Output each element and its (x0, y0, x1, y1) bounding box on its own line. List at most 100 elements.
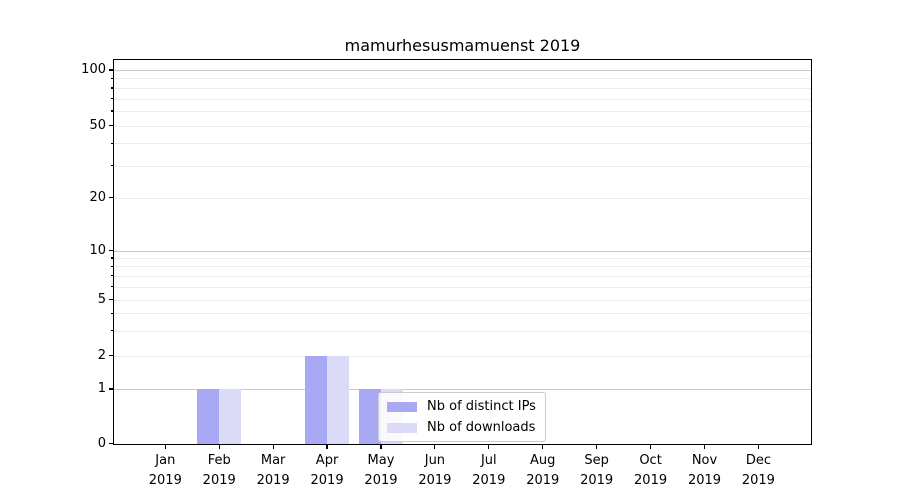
gridline-minor-y4 (114, 313, 811, 315)
y-minor-tickmark-30 (110, 165, 113, 167)
x-tick-label-aug-2019: Aug 2019 (511, 451, 575, 491)
x-tick-label-dec-2019: Dec 2019 (726, 451, 790, 491)
x-tickmark-feb-2019 (218, 445, 220, 449)
gridline-y5 (114, 299, 811, 301)
x-label-year: 2019 (310, 473, 344, 488)
x-tick-label-may-2019: May 2019 (349, 451, 413, 491)
x-tickmark-jan-2019 (164, 445, 166, 449)
gridline-minor-y40 (114, 143, 811, 145)
gridline-y1 (114, 389, 811, 390)
x-tick-label-sep-2019: Sep 2019 (565, 451, 629, 491)
x-tickmark-may-2019 (380, 445, 382, 449)
x-label-month: Dec (745, 453, 771, 468)
y-tickmark-0 (109, 442, 113, 445)
y-minor-tickmark-80 (110, 87, 113, 89)
x-tickmark-oct-2019 (649, 445, 652, 449)
y-tick-label-1: 1 (97, 381, 106, 396)
x-tick-label-jun-2019: Jun 2019 (403, 451, 467, 491)
x-label-year: 2019 (364, 473, 398, 488)
legend-label-nb-of-distinct-ips: Nb of distinct IPs (427, 399, 536, 414)
x-tick-label-apr-2019: Apr 2019 (295, 451, 359, 491)
legend-item-nb-of-downloads: Nb of downloads (387, 420, 536, 435)
x-tick-label-jan-2019: Jan 2019 (133, 451, 197, 491)
x-tick-label-nov-2019: Nov 2019 (673, 451, 737, 491)
y-minor-tickmark-40 (110, 142, 113, 144)
gridline-minor-y30 (114, 165, 811, 167)
legend: Nb of distinct IPs Nb of downloads (378, 392, 546, 442)
bar-nb-of-downloads-apr-2019 (327, 355, 350, 444)
gridline-minor-y90 (114, 78, 811, 80)
bar-nb-of-distinct-ips-feb-2019 (197, 389, 220, 444)
legend-item-nb-of-distinct-ips: Nb of distinct IPs (387, 399, 536, 414)
y-minor-tickmark-4 (110, 312, 113, 314)
y-tickmark-5 (109, 298, 113, 301)
gridline-minor-y7 (114, 275, 811, 277)
x-label-month: Mar (260, 453, 286, 468)
x-label-year: 2019 (472, 473, 506, 488)
bar-nb-of-distinct-ips-may-2019 (358, 389, 381, 444)
x-label-year: 2019 (418, 473, 452, 488)
y-tick-label-10: 10 (89, 242, 106, 258)
x-tick-label-feb-2019: Feb 2019 (187, 451, 251, 491)
x-tickmark-sep-2019 (596, 445, 598, 449)
x-label-month: Jul (480, 453, 497, 468)
legend-label-nb-of-downloads: Nb of downloads (427, 420, 536, 435)
y-minor-tickmark-3 (110, 330, 113, 332)
y-tick-label-20: 20 (89, 189, 106, 205)
y-tickmark-1 (109, 388, 113, 390)
y-minor-tickmark-60 (110, 110, 113, 112)
y-tick-label-0: 0 (97, 435, 106, 451)
x-label-month: Nov (691, 453, 718, 468)
y-minor-tickmark-90 (110, 77, 113, 80)
legend-swatch-nb-of-distinct-ips (387, 401, 417, 412)
x-label-year: 2019 (256, 473, 290, 488)
x-label-month: May (367, 453, 395, 468)
x-tickmark-jul-2019 (488, 445, 490, 449)
x-tickmark-mar-2019 (272, 445, 274, 449)
x-label-year: 2019 (634, 473, 668, 488)
plot-area (114, 60, 811, 444)
x-label-year: 2019 (202, 473, 236, 488)
x-label-year: 2019 (741, 473, 775, 488)
y-tickmark-10 (109, 249, 113, 252)
x-label-month: Apr (315, 453, 339, 468)
y-tick-label-2: 2 (97, 347, 106, 363)
gridline-y20 (114, 197, 811, 199)
y-tickmark-100 (109, 69, 113, 71)
x-label-month: Jan (155, 453, 176, 468)
gridline-y100 (114, 70, 811, 71)
x-label-month: Sep (584, 453, 609, 468)
y-minor-tickmark-7 (110, 275, 113, 277)
y-minor-tickmark-9 (110, 257, 113, 259)
y-tickmark-2 (109, 354, 113, 357)
x-tickmark-jun-2019 (434, 445, 436, 449)
x-label-year: 2019 (580, 473, 614, 488)
gridline-minor-y8 (114, 266, 811, 268)
x-label-month: Feb (207, 453, 231, 468)
x-tick-label-mar-2019: Mar 2019 (241, 451, 305, 491)
x-label-month: Oct (639, 453, 662, 468)
y-tick-label-100: 100 (81, 62, 106, 77)
gridline-y50 (114, 125, 811, 127)
gridline-minor-y70 (114, 98, 811, 100)
x-tick-label-oct-2019: Oct 2019 (619, 451, 683, 491)
gridline-minor-y6 (114, 286, 811, 288)
x-label-year: 2019 (526, 473, 560, 488)
x-tickmark-nov-2019 (703, 445, 706, 449)
gridline-minor-y60 (114, 110, 811, 112)
x-tickmark-aug-2019 (542, 445, 544, 449)
x-label-month: Aug (530, 453, 556, 468)
x-label-year: 2019 (148, 473, 182, 488)
bar-nb-of-downloads-feb-2019 (219, 389, 242, 444)
y-tickmark-20 (109, 196, 113, 199)
chart-title: mamurhesusmamuenst 2019 (344, 36, 581, 55)
x-tick-label-jul-2019: Jul 2019 (457, 451, 521, 491)
gridline-minor-y80 (114, 87, 811, 89)
gridline-y2 (114, 355, 811, 357)
y-tickmark-50 (109, 124, 113, 127)
y-minor-tickmark-8 (110, 265, 113, 267)
gridline-minor-y9 (114, 257, 811, 259)
y-minor-tickmark-70 (110, 98, 113, 100)
gridline-y10 (114, 250, 811, 252)
